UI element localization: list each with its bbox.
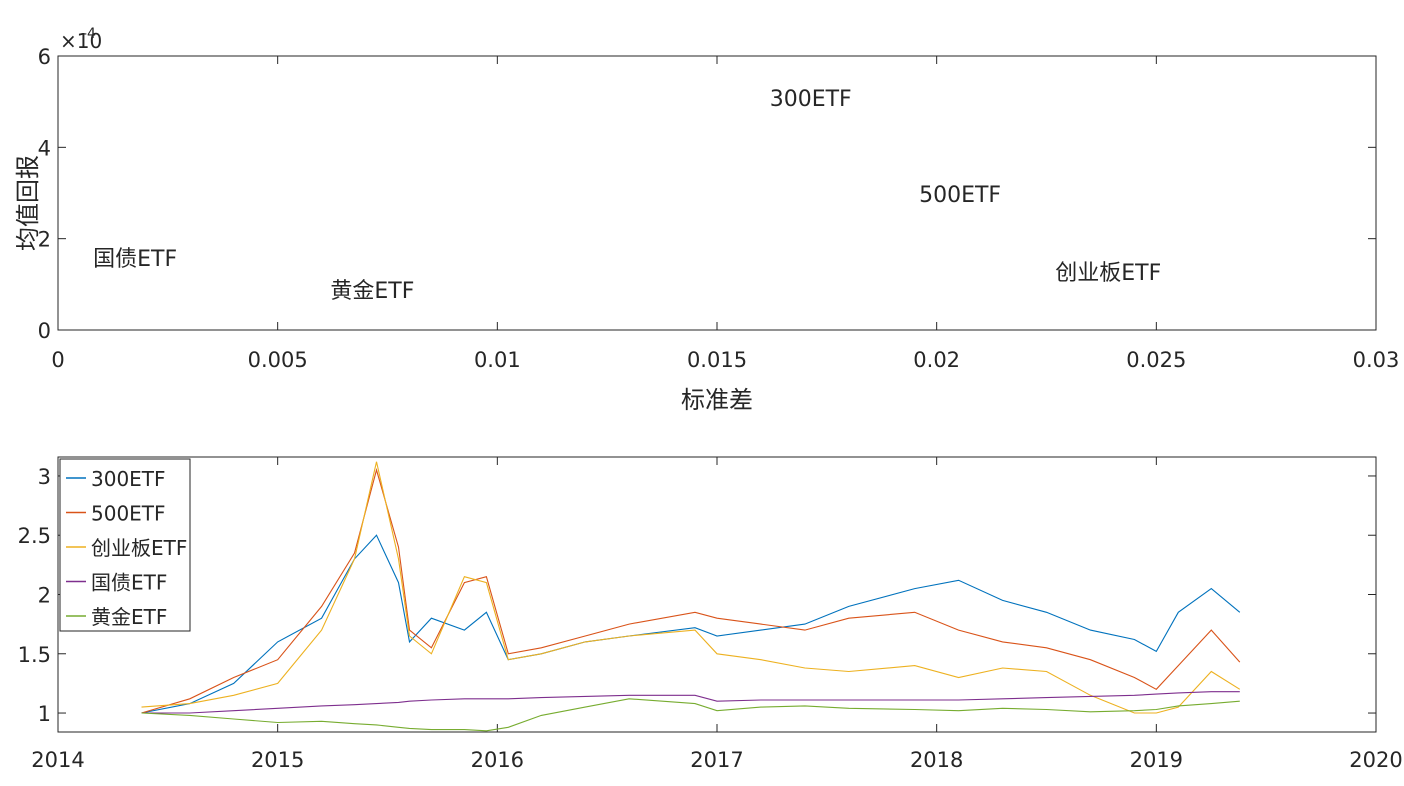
x-tick-label: 0.03 xyxy=(1353,348,1400,372)
series-line-4 xyxy=(141,698,1240,732)
y-axis-label: 均值回报 xyxy=(14,155,42,251)
x-tick-label: 2019 xyxy=(1130,748,1183,772)
series-line-0 xyxy=(141,534,1241,714)
x-tick-label: 0.015 xyxy=(687,348,747,372)
legend-entry-label: 300ETF xyxy=(91,467,166,491)
series-line-3 xyxy=(141,691,1240,714)
scatter-point-label: 创业板ETF xyxy=(1055,261,1161,286)
y-exponent-power: -4 xyxy=(82,26,96,42)
legend-entry-label: 500ETF xyxy=(91,502,166,526)
series-line-2 xyxy=(141,461,1241,714)
scatter-axes: 0 0.005 0.01 0.015 0.02 0.025 0.03 0 2 4 6 ×10-4 标准差… xyxy=(14,26,1399,414)
series-line-1 xyxy=(141,467,1241,714)
legend-entry-label: 创业板ETF xyxy=(91,536,187,560)
plot-box xyxy=(57,55,1377,331)
x-axis-label: 标准差 xyxy=(681,386,753,414)
x-tick-label: 2014 xyxy=(31,748,84,772)
legend-entry-label: 国债ETF xyxy=(91,571,167,595)
x-tick-label: 2016 xyxy=(471,748,524,772)
x-tick-label: 0.01 xyxy=(474,348,521,372)
line-axes: 2014 2015 2016 2017 2018 2019 2020 1 1.5 2 2.5 3 300… xyxy=(18,456,1403,772)
legend-entry-label: 黄金ETF xyxy=(91,605,167,629)
y-tick-label: 2 xyxy=(38,228,51,252)
x-tick-label: 2017 xyxy=(690,748,743,772)
y-tick-label: 6 xyxy=(38,45,51,69)
y-tick-label: 4 xyxy=(38,136,51,160)
y-tick-label: 0 xyxy=(38,319,51,343)
plot-box xyxy=(57,456,1377,733)
x-tick-label: 0 xyxy=(51,348,64,372)
y-tick-label: 1.5 xyxy=(18,643,51,667)
legend-box xyxy=(59,458,191,632)
x-tick-label: 0.02 xyxy=(913,348,960,372)
y-tick-label: 2 xyxy=(38,584,51,608)
y-exponent-label: ×10 xyxy=(60,29,102,53)
x-tick-label: 0.025 xyxy=(1126,348,1186,372)
y-tick-label: 1 xyxy=(38,702,51,726)
scatter-point-label: 300ETF xyxy=(770,87,852,112)
y-tick-label: 3 xyxy=(38,465,51,489)
y-tick-label: 2.5 xyxy=(18,524,51,548)
scatter-point-label: 500ETF xyxy=(919,183,1001,208)
x-tick-label: 2020 xyxy=(1349,748,1402,772)
x-tick-label: 0.005 xyxy=(248,348,308,372)
scatter-point-label: 国债ETF xyxy=(93,247,177,272)
scatter-point-label: 黄金ETF xyxy=(330,279,414,304)
x-tick-label: 2018 xyxy=(910,748,963,772)
x-tick-label: 2015 xyxy=(251,748,304,772)
